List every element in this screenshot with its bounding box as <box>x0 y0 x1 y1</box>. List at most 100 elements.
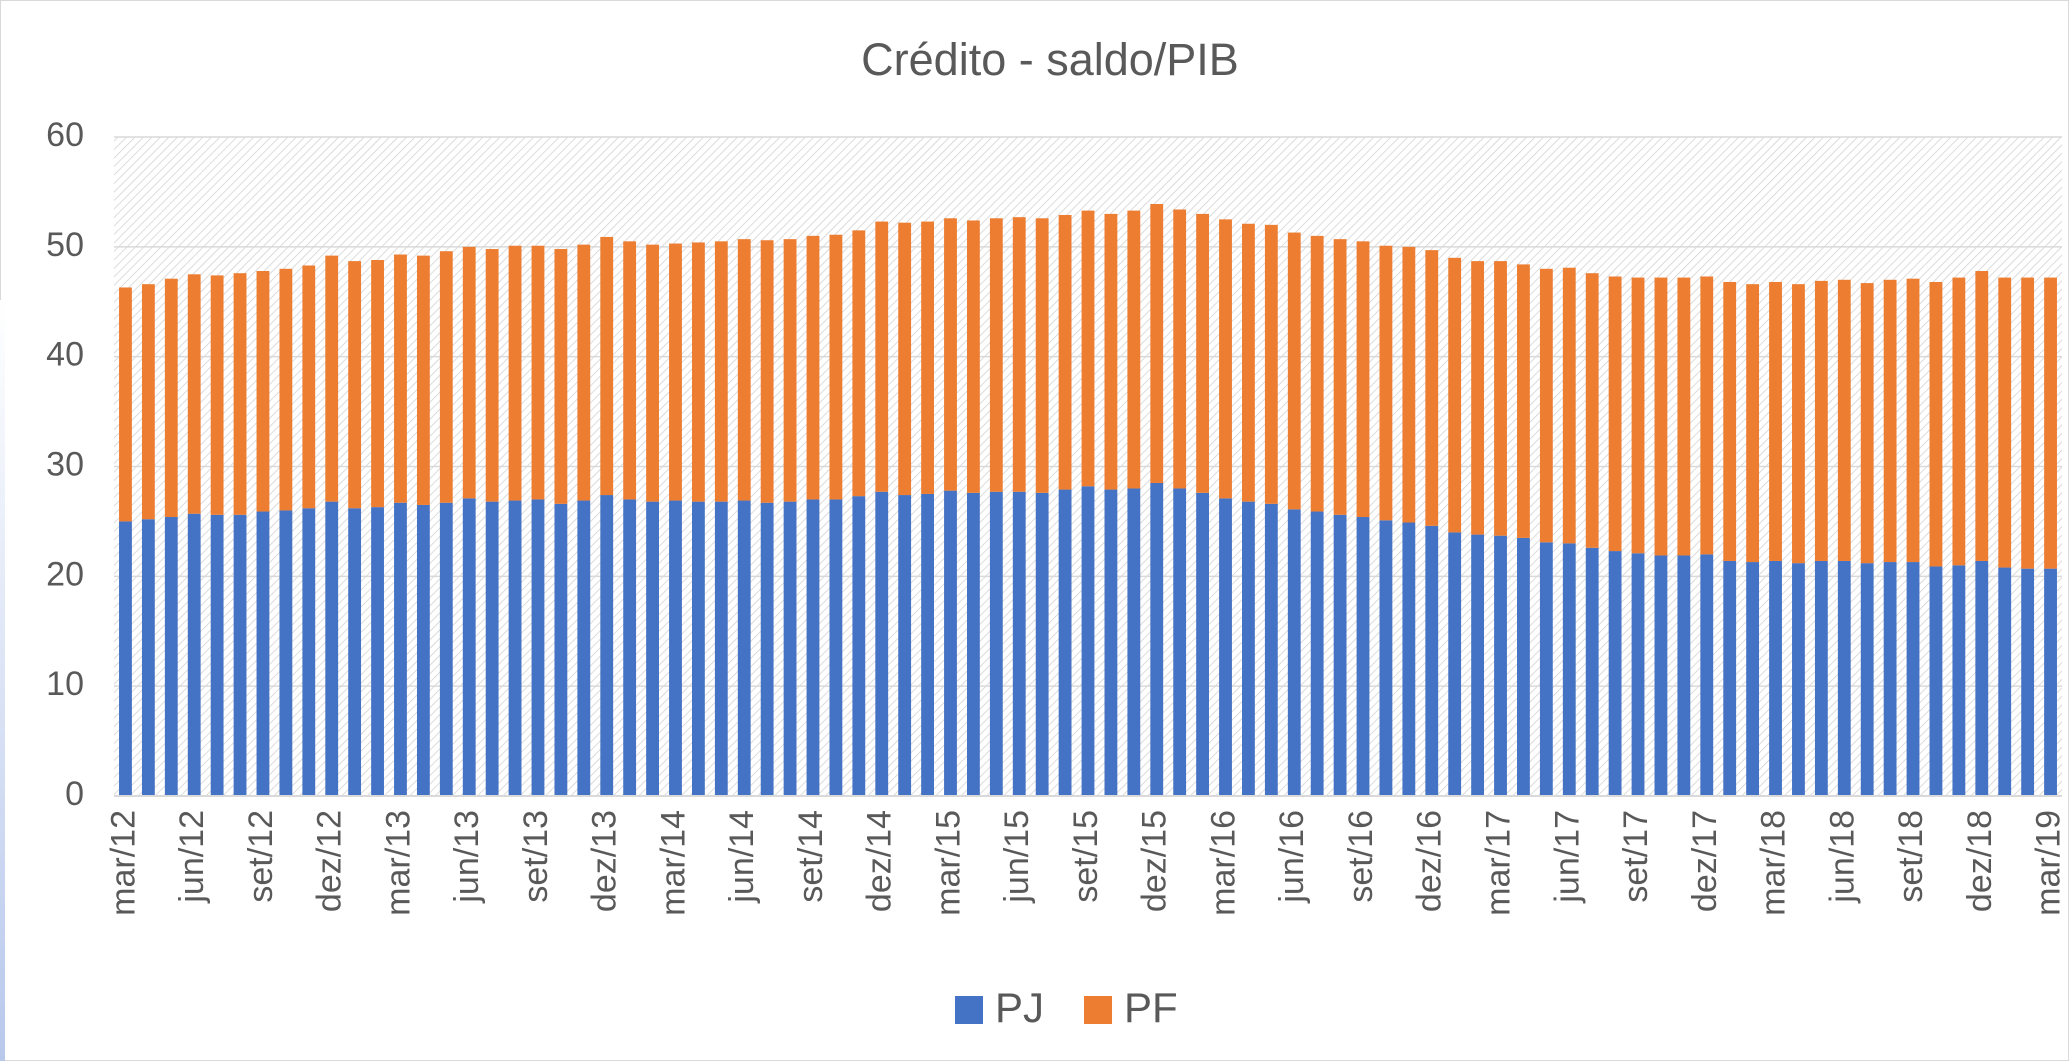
bar-segment <box>623 499 637 796</box>
x-tick-label: set/15 <box>1067 810 1105 903</box>
bar-segment <box>1517 537 1530 796</box>
bar-segment <box>1975 270 1989 561</box>
bar-segment <box>1539 268 1553 543</box>
bar-segment <box>1310 235 1324 512</box>
bar-segment <box>737 500 751 796</box>
bar-segment <box>1127 210 1141 489</box>
bar-segment <box>256 270 270 512</box>
bar-segment <box>1242 501 1255 796</box>
bar-segment <box>439 251 453 503</box>
bar-segment <box>646 244 659 502</box>
bar-segment <box>600 236 614 496</box>
bar-segment <box>2021 277 2035 569</box>
legend-label: PJ <box>995 984 1044 1031</box>
bar-segment <box>806 499 820 796</box>
bar-segment <box>1654 277 1668 556</box>
bar-segment <box>1585 547 1599 796</box>
bar-segment <box>164 517 178 796</box>
y-tick-label: 30 <box>46 445 84 483</box>
bar-segment <box>462 498 476 796</box>
bar-segment <box>554 249 568 504</box>
bar-segment <box>233 273 247 515</box>
bar-segment <box>898 495 912 796</box>
bar-segment <box>1425 250 1439 526</box>
bar-segment <box>485 501 499 796</box>
bar-segment <box>714 501 728 796</box>
x-tick-label: set/14 <box>792 810 830 903</box>
bar-segment <box>1219 498 1232 796</box>
bar-segment <box>2044 277 2057 569</box>
bar-segment <box>1448 257 1462 533</box>
bar-segment <box>1196 492 1210 796</box>
x-tick-label: jun/18 <box>1823 810 1861 904</box>
bar-segment <box>531 499 545 796</box>
bar-segment <box>119 521 132 796</box>
bar-segment <box>1494 261 1507 536</box>
bar-segment <box>1196 213 1210 493</box>
bar-segment <box>1929 281 1943 567</box>
bar-segment <box>1700 276 1714 555</box>
x-tick-label: dez/17 <box>1686 810 1724 912</box>
bar-segment <box>898 222 912 496</box>
x-tick-label: jun/17 <box>1548 810 1586 904</box>
bar-segment <box>508 245 522 501</box>
y-tick-label: 0 <box>65 775 84 813</box>
x-tick-label: jun/14 <box>723 810 761 904</box>
bar-segment <box>1264 503 1278 796</box>
bar-segment <box>1631 553 1645 796</box>
bar-segment <box>760 502 774 796</box>
bar-segment <box>210 275 224 515</box>
bar-segment <box>1952 277 1966 566</box>
x-tick-label: set/18 <box>1892 810 1930 903</box>
x-tick-label: mar/13 <box>379 810 417 916</box>
bar-segment <box>1356 241 1370 518</box>
x-tick-label: set/12 <box>242 810 280 903</box>
bar-segment <box>1150 482 1164 796</box>
bar-segment <box>989 218 1003 492</box>
bar-segment <box>394 254 407 503</box>
bar-segment <box>1219 219 1232 499</box>
bar-segment <box>1333 514 1347 796</box>
bar-segment <box>1700 554 1714 796</box>
bar-segment <box>256 511 270 796</box>
x-tick-label: set/13 <box>517 810 555 903</box>
bar-segment <box>1562 543 1576 796</box>
bar-segment <box>944 218 957 491</box>
bar-segment <box>1471 534 1485 796</box>
bar-segment <box>669 500 682 796</box>
bar-segment <box>279 268 293 511</box>
bar-segment <box>1608 276 1622 552</box>
bar-segment <box>1585 273 1599 548</box>
bar-segment <box>783 239 797 502</box>
bar-segment <box>1242 223 1255 502</box>
bar-segment <box>1814 280 1828 561</box>
bar-segment <box>394 502 407 796</box>
bar-segment <box>1379 520 1393 796</box>
bar-segment <box>1058 214 1072 490</box>
bar-segment <box>1104 213 1118 490</box>
bar-segment <box>1906 278 1920 563</box>
bar-segment <box>1792 284 1805 564</box>
bar-segment <box>1723 560 1737 796</box>
bar-segment <box>737 239 751 501</box>
bar-segment <box>302 508 316 796</box>
chart-title: Crédito - saldo/PIB <box>861 34 1239 85</box>
x-tick-label: dez/12 <box>311 810 349 912</box>
x-tick-label: mar/16 <box>1204 810 1242 916</box>
y-tick-label: 10 <box>46 665 84 703</box>
bar-segment <box>1975 560 1989 796</box>
bar-segment <box>462 246 476 499</box>
x-tick-label: dez/14 <box>861 810 899 912</box>
bar-segment <box>1035 492 1049 796</box>
bar-segment <box>1769 560 1782 796</box>
bar-segment <box>1333 239 1347 515</box>
edge-strip <box>0 300 5 1061</box>
bar-segment <box>1425 525 1439 796</box>
bar-segment <box>302 265 316 509</box>
bar-segment <box>1402 246 1416 523</box>
bar-segment <box>921 221 934 494</box>
legend-swatch <box>1084 996 1113 1024</box>
bar-segment <box>1287 232 1301 510</box>
bar-segment <box>508 500 522 796</box>
bar-segment <box>1883 562 1897 796</box>
